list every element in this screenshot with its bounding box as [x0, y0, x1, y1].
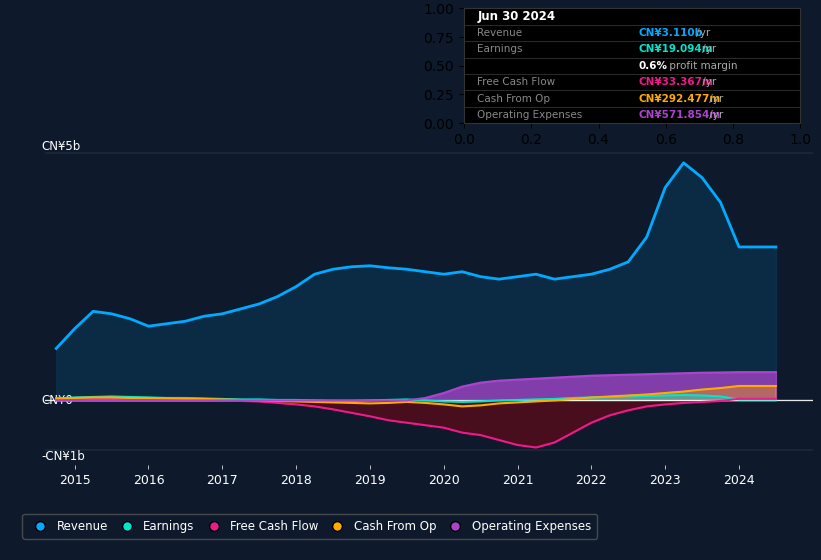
- Text: CN¥3.110b: CN¥3.110b: [639, 28, 703, 38]
- Text: profit margin: profit margin: [666, 61, 737, 71]
- Text: Revenue: Revenue: [477, 28, 522, 38]
- Text: Jun 30 2024: Jun 30 2024: [477, 10, 556, 23]
- Text: CN¥33.367m: CN¥33.367m: [639, 77, 713, 87]
- Legend: Revenue, Earnings, Free Cash Flow, Cash From Op, Operating Expenses: Revenue, Earnings, Free Cash Flow, Cash …: [22, 514, 597, 539]
- Text: 0.6%: 0.6%: [639, 61, 668, 71]
- Text: Free Cash Flow: Free Cash Flow: [477, 77, 556, 87]
- Text: Earnings: Earnings: [477, 44, 523, 54]
- Text: /yr: /yr: [694, 28, 711, 38]
- Text: CN¥292.477m: CN¥292.477m: [639, 94, 721, 104]
- Text: Operating Expenses: Operating Expenses: [477, 110, 583, 120]
- Text: CN¥19.094m: CN¥19.094m: [639, 44, 713, 54]
- Text: CN¥0: CN¥0: [41, 394, 73, 407]
- Text: /yr: /yr: [705, 110, 722, 120]
- Text: /yr: /yr: [699, 44, 717, 54]
- Text: CN¥5b: CN¥5b: [41, 140, 80, 153]
- Text: /yr: /yr: [699, 77, 717, 87]
- Text: CN¥571.854m: CN¥571.854m: [639, 110, 721, 120]
- Text: Cash From Op: Cash From Op: [477, 94, 550, 104]
- Text: /yr: /yr: [705, 94, 722, 104]
- Text: -CN¥1b: -CN¥1b: [41, 450, 85, 463]
